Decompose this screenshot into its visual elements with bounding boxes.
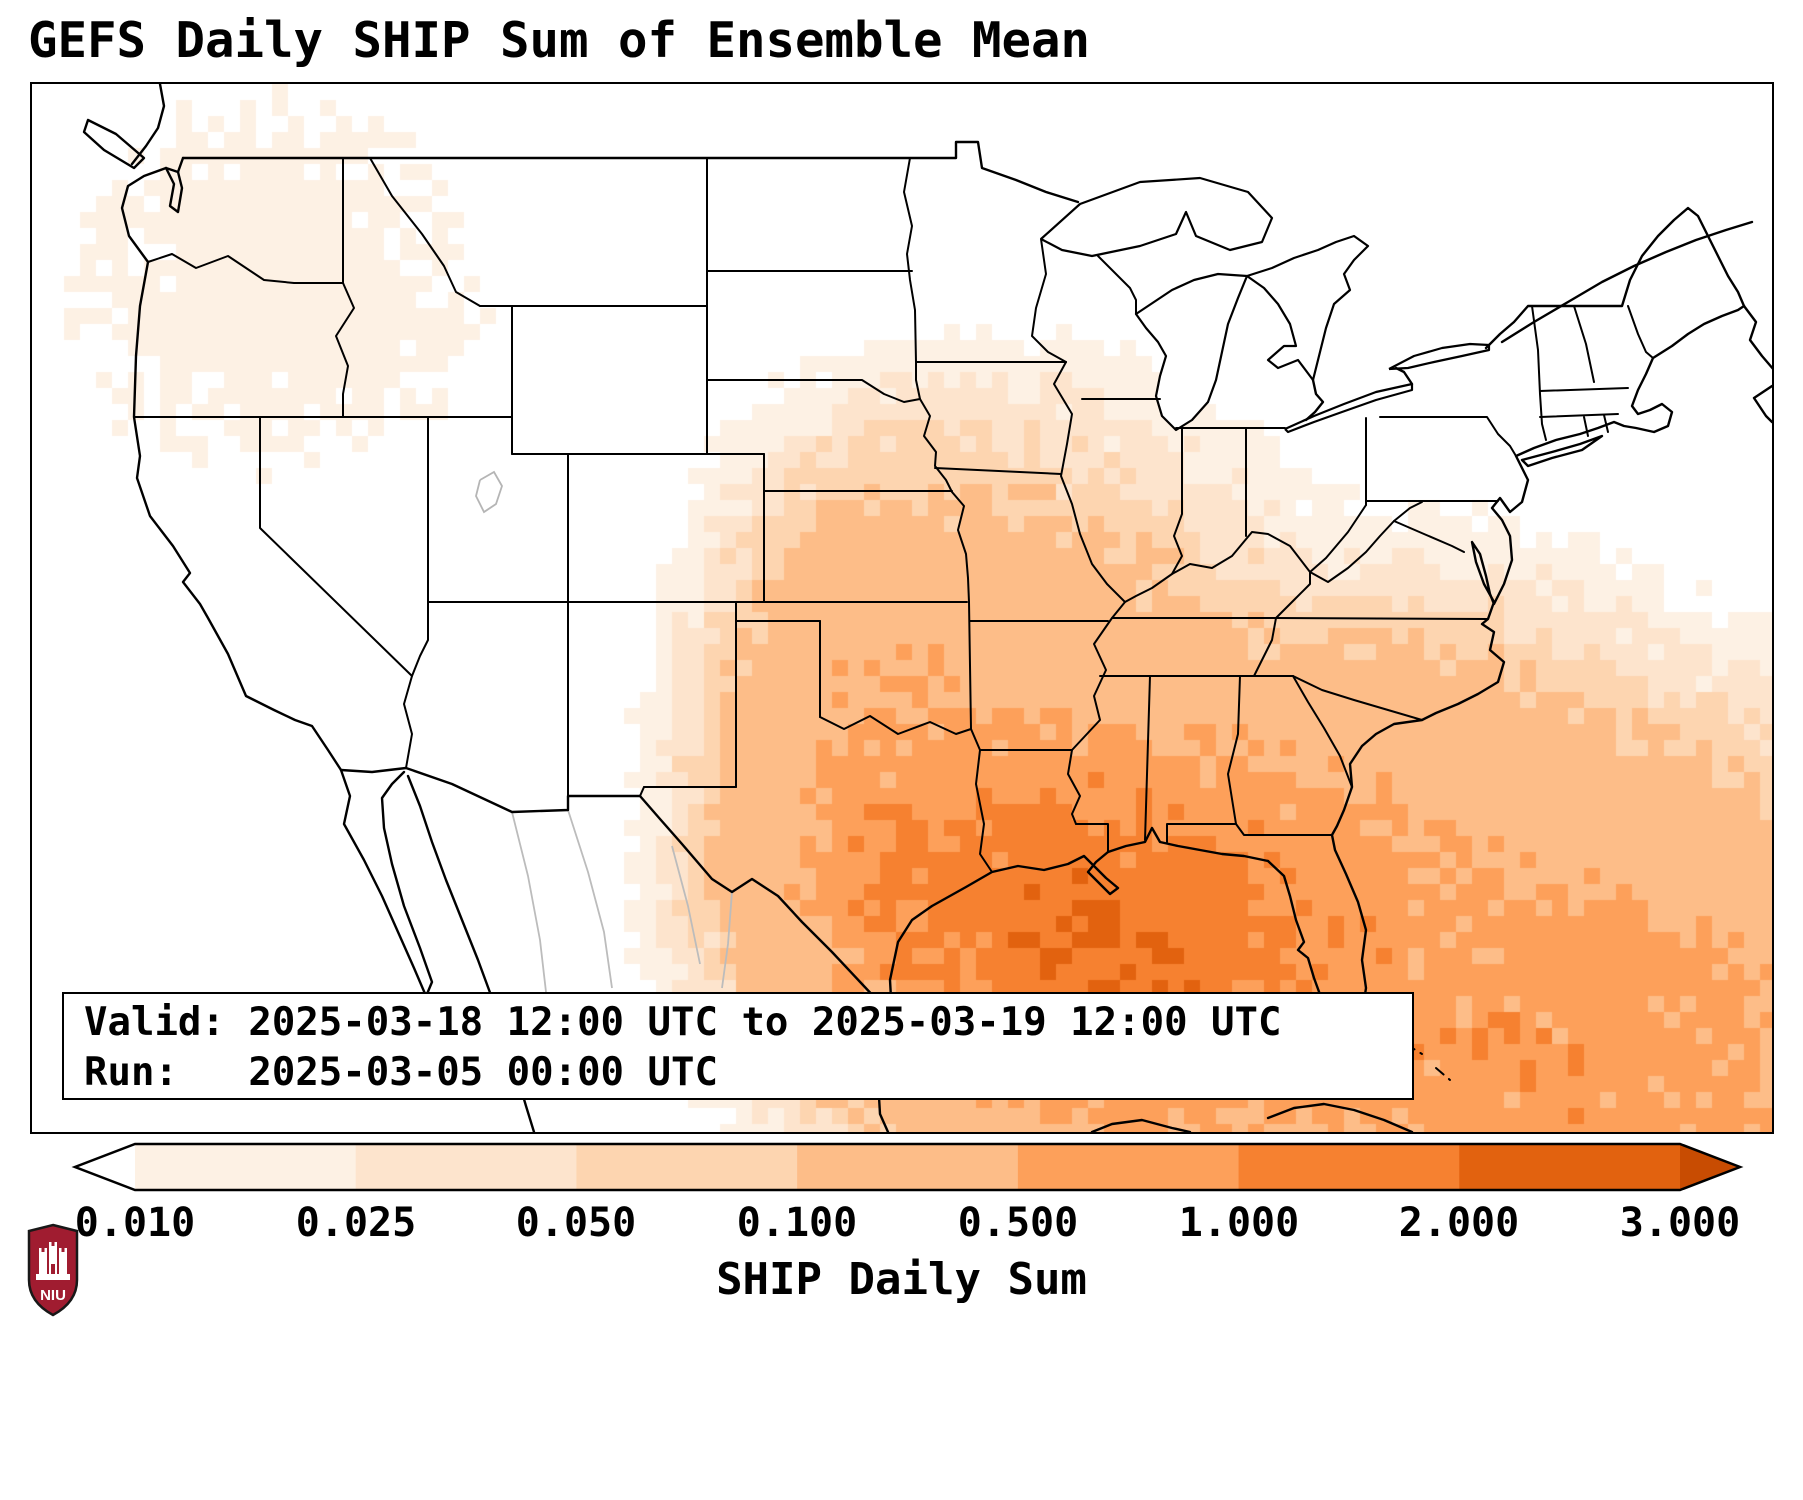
page-title: GEFS Daily SHIP Sum of Ensemble Mean xyxy=(28,12,1091,69)
castle-icon xyxy=(36,1242,70,1280)
niu-logo: NIU xyxy=(27,1223,79,1317)
colorbar-tick-label: 0.025 xyxy=(295,1200,417,1246)
ship-heatmap-canvas xyxy=(32,84,1772,1132)
colorbar-tick-label: 0.050 xyxy=(515,1200,637,1246)
colorbar-axis-label: SHIP Daily Sum xyxy=(716,1254,1087,1305)
geo-svg xyxy=(82,84,1772,1132)
colorbar-tick-label: 0.500 xyxy=(957,1200,1079,1246)
valid-time-text: Valid: 2025-03-18 12:00 UTC to 2025-03-1… xyxy=(84,1000,1282,1045)
colorbar-tick-label: 1.000 xyxy=(1178,1200,1300,1246)
map-plot-area: Valid: 2025-03-18 12:00 UTC to 2025-03-1… xyxy=(30,82,1774,1134)
colorbar-tick-label: 3.000 xyxy=(1619,1200,1741,1246)
valid-run-info-box: Valid: 2025-03-18 12:00 UTC to 2025-03-1… xyxy=(62,992,1414,1100)
run-time-text: Run: 2025-03-05 00:00 UTC xyxy=(84,1050,718,1095)
colorbar xyxy=(71,1142,1744,1192)
colorbar-tick-label: 0.010 xyxy=(74,1200,196,1246)
colorbar-tick-label: 0.100 xyxy=(736,1200,858,1246)
niu-logo-text: NIU xyxy=(40,1287,66,1304)
colorbar-tick-label: 2.000 xyxy=(1398,1200,1520,1246)
